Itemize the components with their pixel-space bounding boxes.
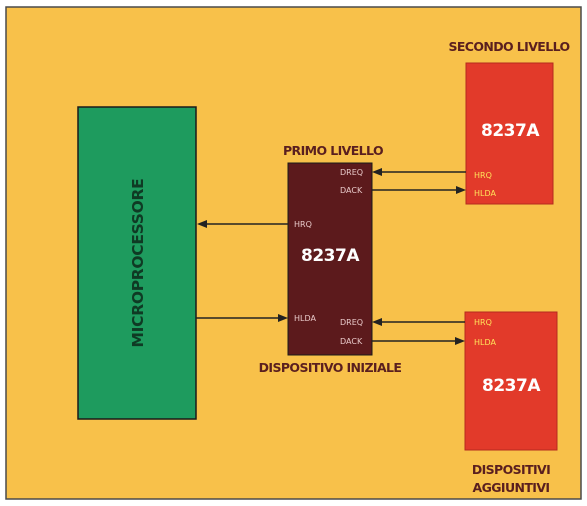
secondary-top-pin-hlda: HLDA bbox=[474, 189, 496, 198]
additional-devices-caption-line1: DISPOSITIVI bbox=[472, 462, 550, 477]
primary-pin-dreq-top: DREQ bbox=[340, 168, 363, 177]
initial-device-caption: DISPOSITIVO INIZIALE bbox=[259, 360, 402, 375]
secondary-controller-bottom-box bbox=[464, 311, 558, 451]
arrowhead-dreq-top bbox=[372, 168, 382, 176]
microprocessor-label: MICROPROCESSORE bbox=[129, 179, 147, 348]
primary-level-heading: PRIMO LIVELLO bbox=[283, 143, 383, 158]
secondary-bottom-pin-hlda: HLDA bbox=[474, 338, 496, 347]
secondary-top-chip-label: 8237A bbox=[481, 121, 540, 141]
secondary-controller-top-box bbox=[465, 62, 554, 205]
arrowhead-dack-bottom bbox=[455, 337, 465, 345]
secondary-top-pin-hrq: HRQ bbox=[474, 171, 492, 180]
primary-pin-dack-bottom: DACK bbox=[340, 337, 363, 346]
arrowhead-hlda-primary bbox=[278, 314, 288, 322]
arrowhead-dreq-bottom bbox=[372, 318, 382, 326]
primary-controller-box bbox=[287, 162, 373, 356]
primary-chip-label: 8237A bbox=[301, 246, 360, 266]
primary-pin-dack-top: DACK bbox=[340, 186, 363, 195]
arrowhead-dack-top bbox=[456, 186, 466, 194]
secondary-level-heading: SECONDO LIVELLO bbox=[448, 39, 569, 54]
secondary-bottom-pin-hrq: HRQ bbox=[474, 318, 492, 327]
microprocessor-box bbox=[77, 106, 197, 420]
additional-devices-caption-line2: AGGIUNTIVI bbox=[473, 480, 550, 495]
arrowhead-hrq-microprocessor bbox=[197, 220, 207, 228]
primary-pin-hrq: HRQ bbox=[294, 220, 312, 229]
secondary-bottom-chip-label: 8237A bbox=[482, 376, 541, 396]
primary-pin-dreq-bottom: DREQ bbox=[340, 318, 363, 327]
primary-pin-hlda: HLDA bbox=[294, 314, 316, 323]
